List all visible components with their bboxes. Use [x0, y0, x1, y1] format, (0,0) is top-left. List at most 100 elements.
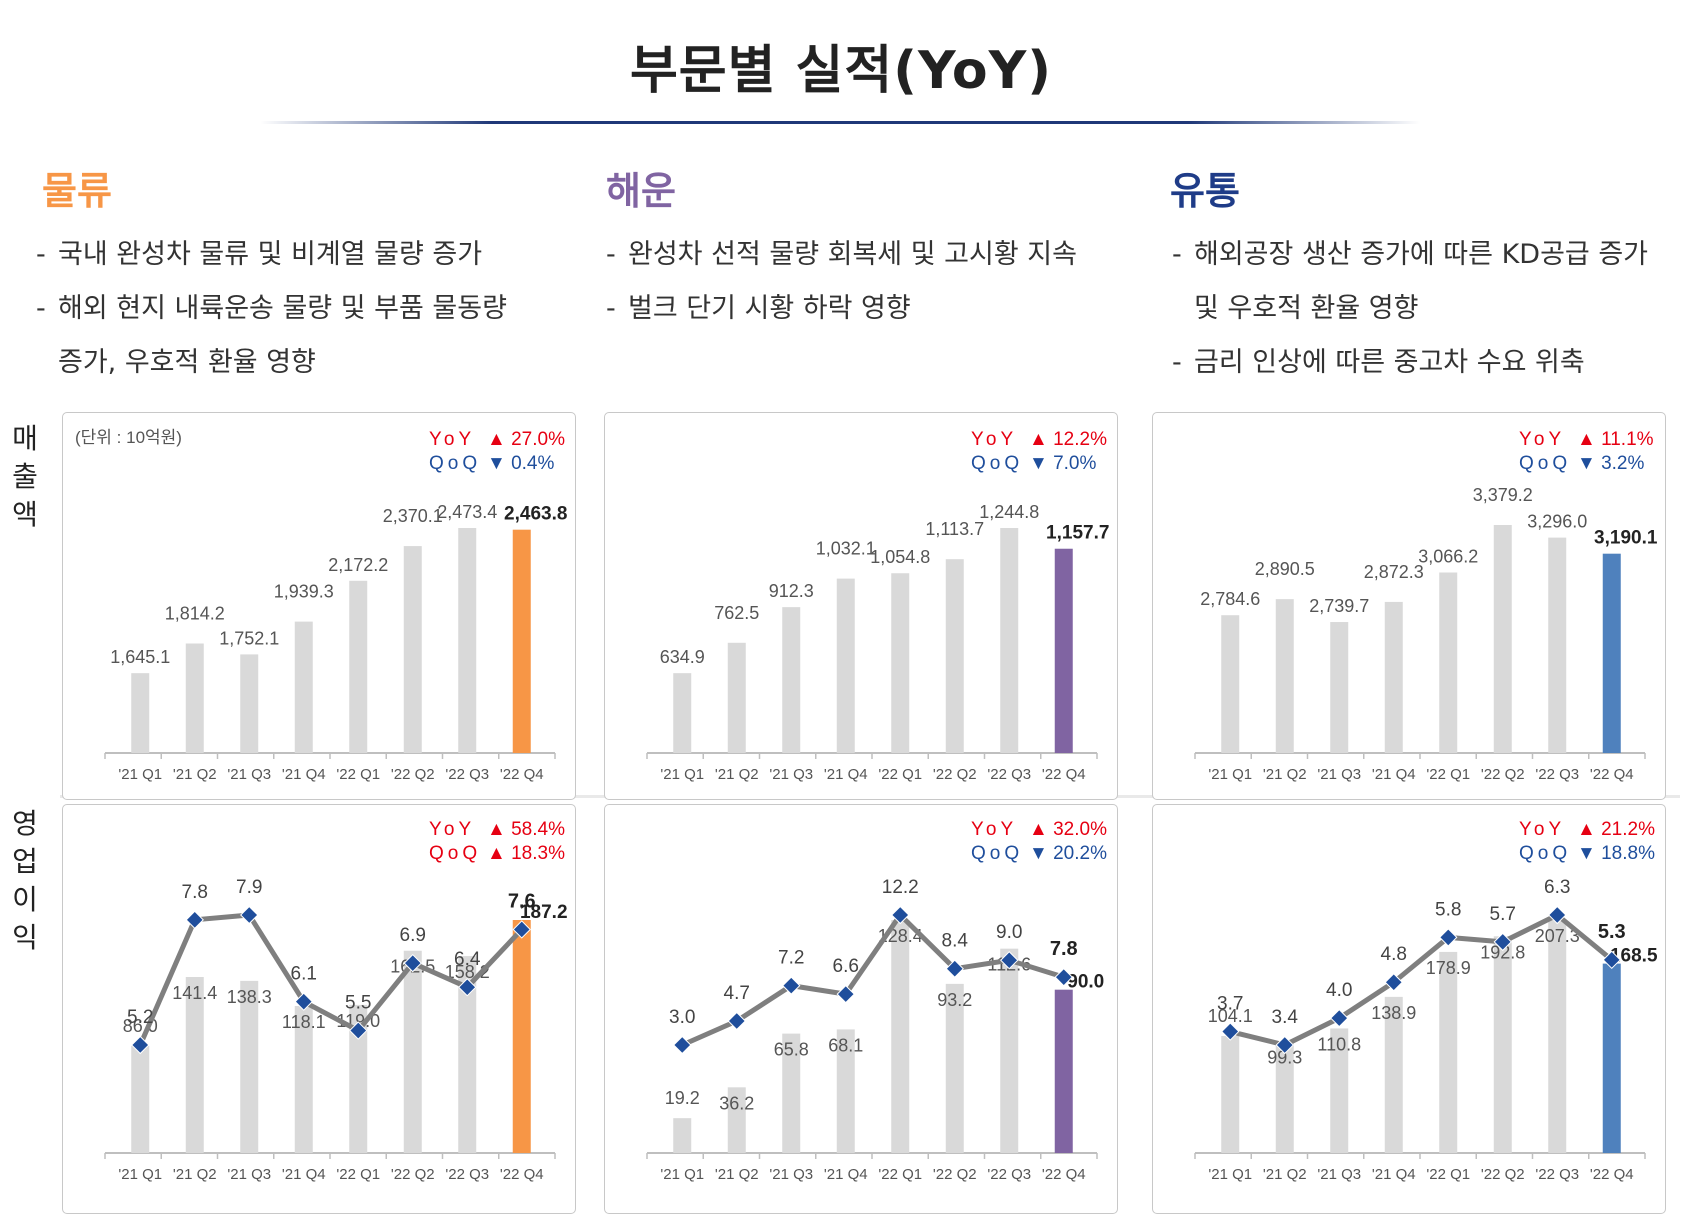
yoy-label: YoY — [1519, 819, 1565, 840]
x-tick-label: '21 Q1 — [660, 766, 704, 783]
x-tick-label: '22 Q2 — [933, 1166, 977, 1183]
margin-marker — [836, 984, 855, 1004]
bar-value-label: 99.3 — [1267, 1047, 1302, 1067]
bar — [1493, 525, 1512, 753]
bar-value-label: 2,473.4 — [437, 502, 497, 522]
bar — [403, 950, 422, 1153]
bar-value-label: 1,645.1 — [110, 647, 170, 667]
chart-panel-distribution-revenue: YoY ▲ 11.1% QoQ ▼ 3.2% '21 Q1 '21 Q2 '21 Q3 '21… — [1152, 412, 1666, 800]
x-tick-label: '21 Q3 — [769, 1166, 813, 1183]
bar-value-label: 2,463.8 — [504, 504, 567, 525]
bar — [185, 643, 204, 753]
bar — [131, 673, 150, 753]
bar-value-label: 1,113.7 — [925, 519, 984, 539]
qoq-value: ▼ 20.2% — [1029, 843, 1107, 864]
yoy-value: ▲ 58.4% — [487, 819, 565, 840]
x-tick-label: '22 Q2 — [1481, 1166, 1525, 1183]
margin-label: 5.3 — [1598, 921, 1626, 943]
bar-value-label: 207.3 — [1535, 926, 1580, 946]
bar — [1054, 548, 1073, 753]
yoy-label: YoY — [971, 819, 1017, 840]
bar-value-label: 68.1 — [828, 1035, 863, 1055]
segment-name-logistics: 물류 — [42, 169, 112, 213]
row-label-op-profit-char: 영 — [12, 807, 38, 840]
bar-value-label: 118.1 — [282, 1012, 326, 1032]
x-tick-label: '22 Q4 — [500, 766, 544, 783]
qoq-value: ▲ 18.3% — [487, 843, 565, 864]
chart-distribution-op: YoY ▲ 21.2% QoQ ▼ 18.8% '21 Q1 '21 Q2 '21 Q3 '2… — [1194, 819, 1658, 1183]
bar — [782, 607, 801, 753]
margin-label: 12.2 — [882, 877, 919, 898]
bar — [294, 621, 313, 753]
chart-panel-distribution-op: YoY ▲ 21.2% QoQ ▼ 18.8% '21 Q1 '21 Q2 '21 Q3 '2… — [1152, 804, 1666, 1214]
segment-name-shipping: 해운 — [606, 169, 676, 213]
bar-value-label: 90.0 — [1067, 972, 1104, 993]
qoq-value: ▼ 3.2% — [1577, 453, 1644, 474]
bar — [891, 920, 910, 1153]
bar-value-label: 1,244.8 — [979, 502, 1039, 522]
bar — [349, 1004, 368, 1153]
row-label-revenue-char: 액 — [12, 498, 38, 531]
x-tick-label: '21 Q2 — [715, 766, 759, 783]
x-tick-label: '21 Q4 — [1372, 766, 1416, 783]
x-tick-label: '22 Q3 — [987, 1166, 1031, 1183]
margin-marker — [1054, 967, 1073, 987]
bar — [1221, 615, 1240, 753]
bar-value-label: 192.8 — [1480, 942, 1525, 962]
qoq-label: QoQ — [971, 453, 1023, 474]
x-tick-label: '21 Q3 — [1317, 1166, 1361, 1183]
margin-label: 5.8 — [1435, 899, 1461, 920]
bar — [1384, 996, 1403, 1153]
margin-marker — [1493, 932, 1512, 952]
x-tick-label: '22 Q3 — [1535, 1166, 1579, 1183]
row-label-revenue-char: 출 — [12, 460, 38, 493]
bar — [1330, 1028, 1349, 1153]
bar-value-label: 2,890.5 — [1255, 559, 1315, 579]
bar-value-label: 65.8 — [774, 1040, 809, 1060]
bar — [891, 573, 910, 753]
bar-value-label: 2,370.1 — [383, 506, 443, 526]
margin-label: 7.9 — [236, 877, 262, 898]
bar — [240, 654, 259, 753]
bar — [836, 1029, 855, 1153]
x-tick-label: '21 Q4 — [1372, 1166, 1416, 1183]
row-label-op-profit-char: 이 — [12, 883, 38, 916]
x-tick-label: '21 Q2 — [1263, 766, 1307, 783]
x-tick-label: '22 Q1 — [878, 1166, 922, 1183]
bar-value-label: 1,752.1 — [219, 628, 279, 648]
x-tick-label: '21 Q2 — [715, 1166, 759, 1183]
margin-marker — [1602, 950, 1621, 970]
qoq-label: QoQ — [971, 843, 1023, 864]
margin-label: 8.4 — [942, 931, 969, 952]
yoy-value: ▲ 12.2% — [1029, 429, 1107, 450]
chart-panel-logistics-op: YoY ▲ 58.4% QoQ ▲ 18.3% '21 Q1 '21 Q2 '21 Q3 '2… — [62, 804, 576, 1214]
margin-marker — [782, 976, 801, 995]
x-tick-label: '22 Q1 — [336, 1166, 380, 1183]
chart-panel-logistics-revenue: YoY ▲ 27.0% QoQ ▼ 0.4% (단위 : 10억원) '21 Q1 '21 … — [62, 412, 576, 800]
margin-marker — [1439, 928, 1458, 947]
margin-marker — [945, 959, 964, 978]
margin-label: 6.6 — [833, 956, 859, 977]
x-tick-label: '21 Q3 — [769, 766, 813, 783]
bar — [349, 580, 368, 753]
bar — [945, 983, 964, 1153]
margin-label: 6.3 — [1544, 877, 1570, 898]
margin-label: 3.7 — [1217, 994, 1243, 1015]
bar — [727, 642, 746, 753]
segment-bullets-shipping: 완성차 선적 물량 회복세 및 고시황 지속 벌크 단기 시황 하락 영향 — [606, 228, 1077, 336]
bullet-item: 및 우호적 환율 영향 — [1194, 293, 1419, 324]
margin-marker — [1275, 1035, 1294, 1055]
yoy-value: ▲ 27.0% — [487, 429, 565, 450]
margin-label: 4.0 — [1326, 980, 1352, 1001]
bar-value-label: 138.3 — [227, 987, 272, 1007]
bar — [458, 528, 477, 753]
x-tick-label: '21 Q1 — [118, 1166, 162, 1183]
bar — [1439, 572, 1458, 753]
margin-line — [1229, 912, 1614, 1048]
x-tick-label: '22 Q2 — [1481, 766, 1525, 783]
chart-panel-shipping-revenue: YoY ▲ 12.2% QoQ ▼ 7.0% '21 Q1 '21 Q2 '21 Q3 '21… — [604, 412, 1118, 800]
title-underline — [260, 121, 1420, 124]
margin-label: 6.9 — [400, 925, 426, 946]
